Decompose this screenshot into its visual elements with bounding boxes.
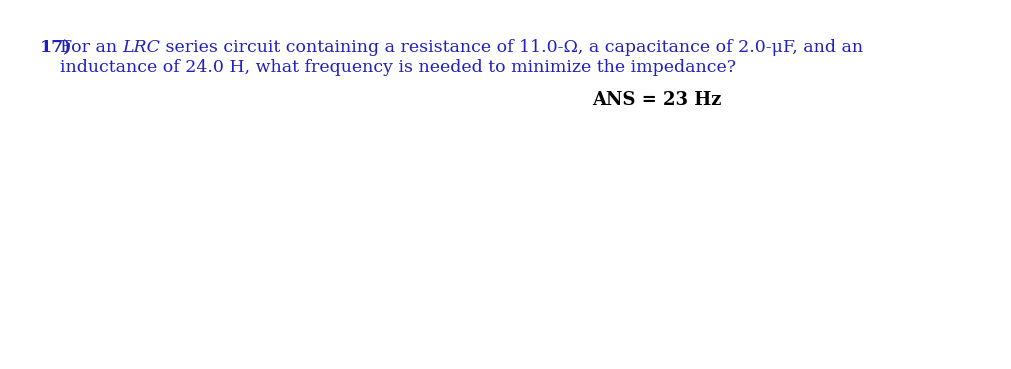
Text: LRC: LRC xyxy=(122,39,161,56)
Text: For an: For an xyxy=(60,39,122,56)
Text: series circuit containing a resistance of 11.0-Ω, a capacitance of 2.0-μF, and a: series circuit containing a resistance o… xyxy=(161,39,862,56)
Text: 17): 17) xyxy=(40,39,73,56)
Text: inductance of 24.0 H, what frequency is needed to minimize the impedance?: inductance of 24.0 H, what frequency is … xyxy=(60,59,735,76)
Text: ANS = 23 Hz: ANS = 23 Hz xyxy=(591,91,721,109)
